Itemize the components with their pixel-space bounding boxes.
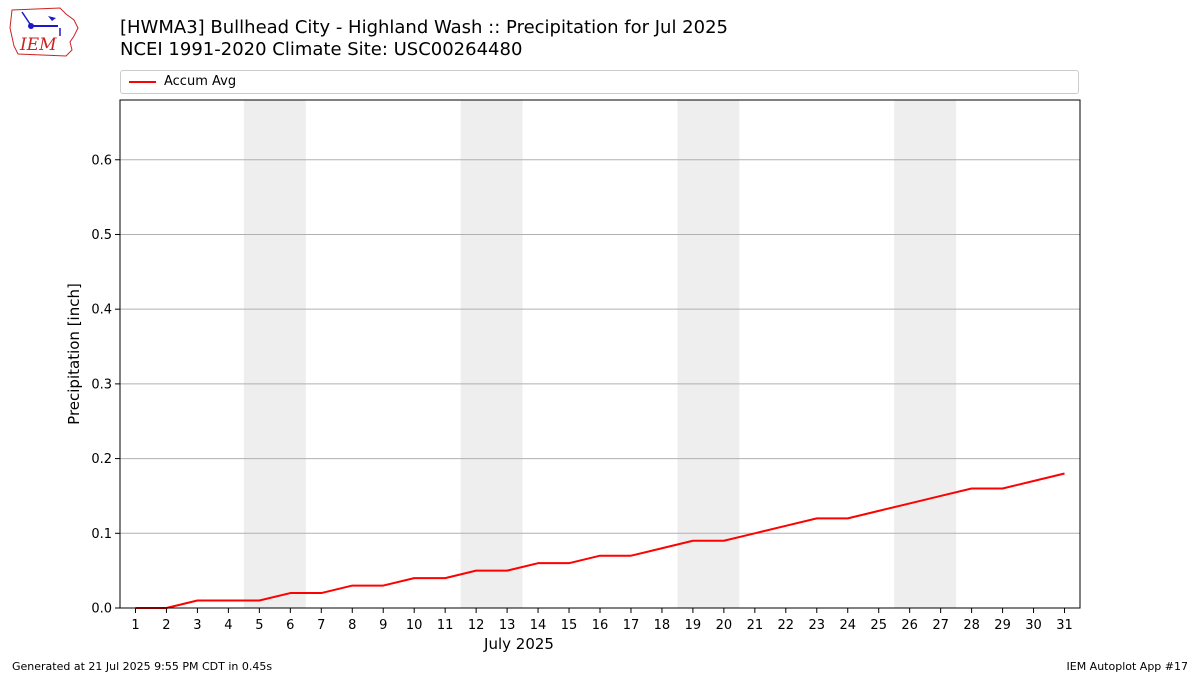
weekend-band-2	[677, 100, 740, 608]
x-tick-label: 21	[747, 618, 764, 633]
x-tick-label: 5	[255, 618, 263, 633]
y-tick-label: 0.6	[91, 153, 112, 168]
x-tick-label: 27	[932, 618, 949, 633]
x-tick-label: 7	[317, 618, 325, 633]
flag-mark	[48, 16, 56, 21]
x-tick-label: 16	[592, 618, 609, 633]
x-tick-label: 4	[224, 618, 232, 633]
x-tick-label: 9	[379, 618, 387, 633]
x-tick-label: 23	[809, 618, 826, 633]
y-tick-label: 0.3	[91, 377, 112, 392]
x-tick-label: 12	[468, 618, 485, 633]
x-tick-label: 10	[406, 618, 423, 633]
generated-timestamp: Generated at 21 Jul 2025 9:55 PM CDT in …	[12, 660, 273, 673]
wind-shaft	[21, 11, 31, 25]
iem-logo: IEM	[8, 6, 80, 58]
legend-label: Accum Avg	[164, 74, 237, 89]
weekend-band-3	[894, 100, 957, 608]
x-tick-label: 26	[901, 618, 918, 633]
x-tick-label: 1	[131, 618, 139, 633]
y-tick-label: 0.2	[91, 452, 112, 467]
y-axis-label: Precipitation [inch]	[65, 283, 83, 425]
chart-title: [HWMA3] Bullhead City - Highland Wash ::…	[120, 17, 728, 38]
y-tick-label: 0.4	[91, 303, 112, 318]
x-axis-label: July 2025	[483, 635, 554, 653]
y-tick-label: 0.5	[91, 228, 112, 243]
x-tick-label: 28	[963, 618, 980, 633]
x-tick-label: 25	[870, 618, 887, 633]
x-tick-label: 13	[499, 618, 516, 633]
logo-text: IEM	[19, 35, 57, 55]
x-tick-label: 8	[348, 618, 356, 633]
x-tick-label: 20	[716, 618, 733, 633]
x-tick-label: 17	[623, 618, 640, 633]
y-tick-label: 0.0	[91, 602, 112, 617]
x-tick-label: 2	[162, 618, 170, 633]
x-tick-label: 14	[530, 618, 547, 633]
weekend-band-0	[243, 100, 306, 608]
state-outline	[9, 7, 79, 57]
x-tick-label: 19	[685, 618, 702, 633]
x-tick-label: 29	[994, 618, 1011, 633]
x-tick-label: 30	[1025, 618, 1042, 633]
chart-subtitle: NCEI 1991-2020 Climate Site: USC00264480	[120, 39, 523, 60]
iem-logo-graphic: IEM	[9, 7, 79, 57]
x-tick-label: 3	[193, 618, 201, 633]
x-tick-label: 11	[437, 618, 454, 633]
x-tick-label: 18	[654, 618, 671, 633]
x-tick-label: 6	[286, 618, 294, 633]
legend: Accum Avg	[120, 70, 1079, 94]
plot-frame	[119, 99, 1081, 609]
y-tick-label: 0.1	[91, 527, 112, 542]
x-tick-label: 31	[1056, 618, 1073, 633]
x-tick-label: 15	[561, 618, 578, 633]
app-label: IEM Autoplot App #17	[1066, 660, 1189, 673]
weekend-band-1	[460, 100, 523, 608]
legend-line-swatch	[129, 81, 156, 83]
x-tick-label: 22	[778, 618, 795, 633]
x-tick-label: 24	[839, 618, 856, 633]
